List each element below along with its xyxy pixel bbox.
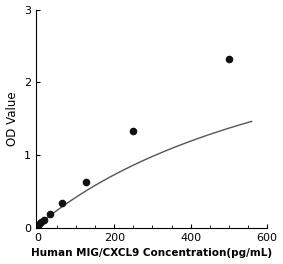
Point (48, 212, 52, 216)
Point (39, 220, 43, 224)
Point (83, 180, 88, 184)
Point (226, 57, 231, 61)
Point (60, 201, 64, 205)
Y-axis label: OD Value: OD Value (6, 92, 19, 146)
Point (42, 218, 46, 222)
Point (131, 129, 136, 133)
X-axis label: Human MIG/CXCL9 Concentration(pg/mL): Human MIG/CXCL9 Concentration(pg/mL) (31, 248, 272, 258)
Point (37, 221, 42, 226)
Point (36, 223, 40, 227)
